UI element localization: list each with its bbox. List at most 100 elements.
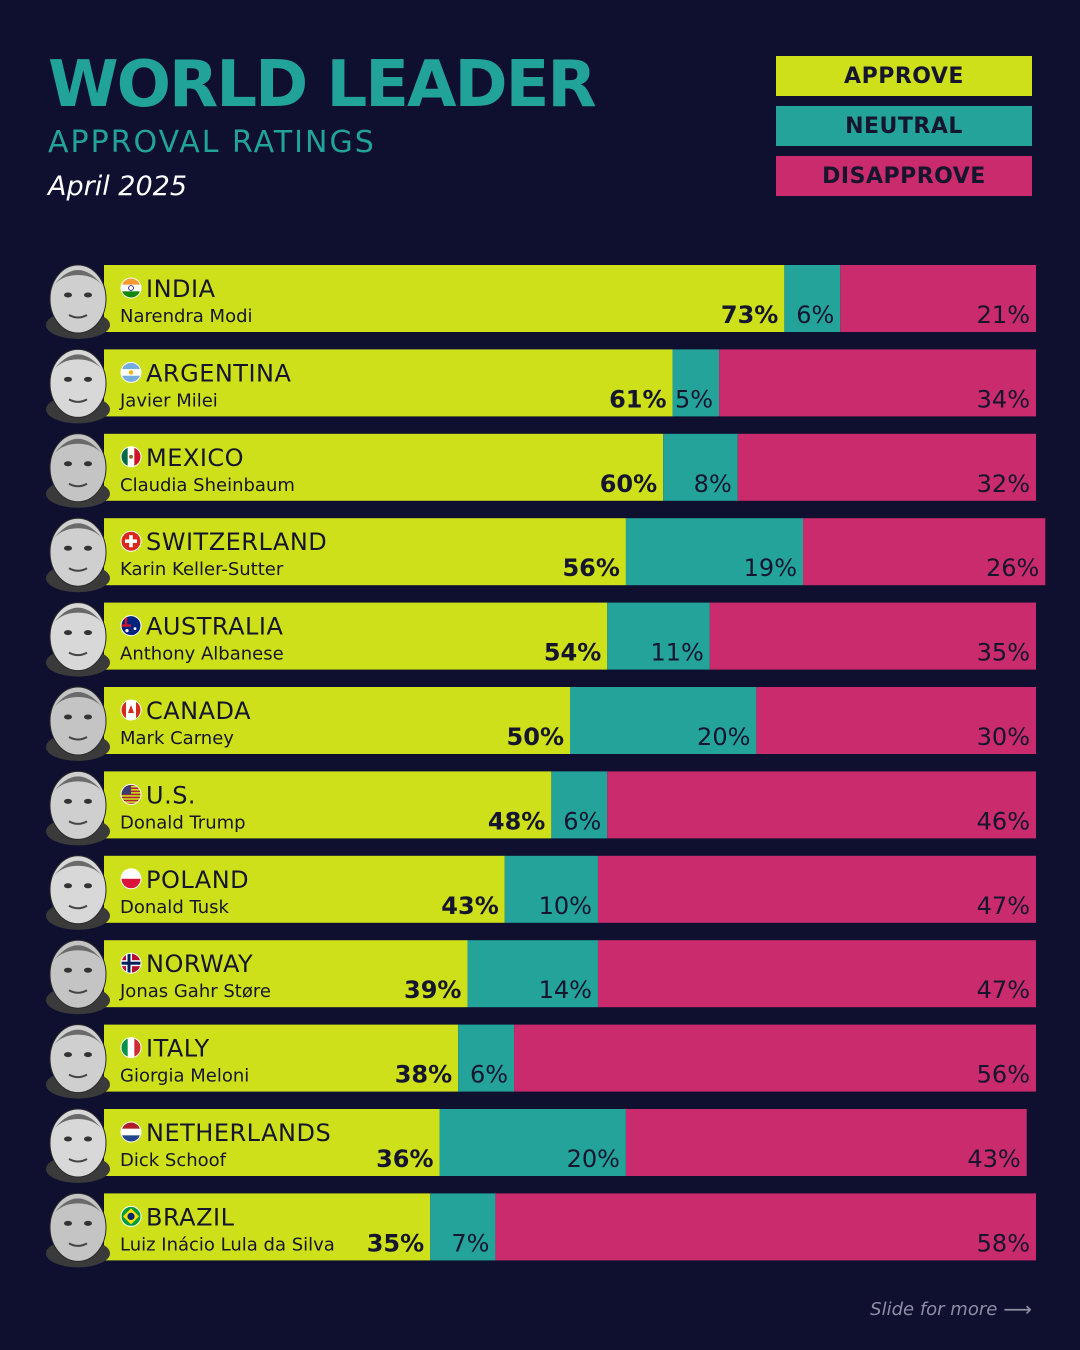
chart-row: 54% 11% 35% AUSTRALIA Anthony Albanese: [46, 602, 1036, 677]
poland-flag-icon: [120, 868, 142, 890]
netherlands-flag-icon: [120, 1121, 142, 1143]
data-label-disapprove: 43%: [967, 1145, 1020, 1173]
data-label-neutral: 11%: [650, 639, 703, 667]
chart-row: 38% 6% 56% ITALY Giorgia Meloni: [46, 1024, 1036, 1099]
australia-flag-icon: [120, 615, 142, 637]
leader-portrait: [46, 939, 110, 1015]
data-label-neutral: 6%: [796, 301, 834, 329]
leader-portrait: [46, 770, 110, 846]
leader-label: Javier Milei: [119, 390, 218, 411]
data-label-disapprove: 32%: [977, 470, 1030, 498]
bar-disapprove: [840, 265, 1036, 332]
bar-disapprove: [514, 1024, 1036, 1092]
bar-approve: [104, 433, 664, 501]
leader-label: Narendra Modi: [120, 306, 253, 327]
canada-flag-icon: [120, 699, 142, 721]
bar-approve: [104, 349, 673, 417]
switzerland-flag-icon: [120, 530, 142, 552]
bar-disapprove: [737, 433, 1036, 501]
data-label-disapprove: 34%: [977, 385, 1030, 413]
bar-disapprove: [756, 687, 1036, 754]
title-block: WORLD LEADER APPROVAL RATINGS April 2025: [48, 48, 597, 204]
chart-row: 36% 20% 43% NETHERLANDS Dick Schoof: [46, 1108, 1027, 1183]
data-label-neutral: 20%: [697, 723, 750, 751]
bar-neutral: [458, 1024, 515, 1092]
slide-for-more-link[interactable]: Slide for more ⟶: [870, 1297, 1032, 1321]
leader-portrait: [46, 264, 110, 339]
country-label: INDIA: [146, 275, 216, 303]
leader-portrait: [46, 1024, 110, 1099]
chart-row: 56% 19% 26% SWITZERLAND Karin Keller-Sutter: [46, 517, 1046, 593]
bar-approve: [104, 1109, 440, 1176]
data-label-neutral: 6%: [470, 1061, 508, 1089]
leader-label: Giorgia Meloni: [120, 1066, 249, 1087]
chart-row: 48% 6% 46% U.S. Donald Trump: [46, 770, 1036, 846]
data-label-disapprove: 30%: [977, 723, 1030, 751]
bar-disapprove: [709, 602, 1036, 670]
country-label: NORWAY: [146, 950, 253, 978]
bar-neutral: [439, 1109, 626, 1176]
leader-label: Dick Schoof: [120, 1150, 227, 1171]
country-label: NETHERLANDS: [146, 1119, 331, 1147]
country-label: POLAND: [146, 866, 249, 894]
chart-row: 60% 8% 32% MEXICO Claudia Sheinbaum: [46, 433, 1036, 508]
leader-portrait: [46, 686, 110, 761]
country-label: U.S.: [146, 781, 196, 809]
bar-approve: [104, 1193, 431, 1261]
bar-approve: [104, 687, 570, 754]
chart-subtitle: APPROVAL RATINGS: [48, 125, 376, 160]
chart-row: 39% 14% 47% NORWAY Jonas Gahr Støre: [46, 939, 1036, 1015]
data-label-disapprove: 47%: [977, 892, 1030, 920]
data-label-neutral: 19%: [744, 554, 797, 582]
country-label: ITALY: [146, 1035, 210, 1063]
leader-label: Karin Keller-Sutter: [120, 559, 284, 580]
leader-label: Donald Tusk: [120, 897, 230, 918]
country-label: AUSTRALIA: [146, 613, 283, 641]
data-label-approve: 50%: [507, 723, 564, 751]
bar-neutral: [467, 940, 598, 1008]
data-label-approve: 54%: [544, 639, 601, 667]
leader-portrait: [46, 602, 110, 677]
chart-row: 35% 7% 58% BRAZIL Luiz Inácio Lula da Silva: [46, 1192, 1036, 1268]
bar-neutral: [570, 687, 757, 754]
arrow-right-icon: ⟶: [1003, 1297, 1032, 1321]
bar-approve: [104, 265, 785, 332]
chart-title: WORLD LEADER: [48, 48, 597, 122]
bar-neutral: [784, 265, 841, 332]
country-label: MEXICO: [146, 444, 244, 472]
leader-portrait: [46, 348, 110, 424]
bar-neutral: [607, 602, 710, 670]
bar-disapprove: [607, 771, 1036, 839]
chart-row: 73% 6% 21% INDIA Narendra Modi: [46, 264, 1036, 339]
country-label: SWITZERLAND: [146, 528, 327, 556]
data-label-neutral: 20%: [567, 1145, 620, 1173]
leader-portrait: [46, 1108, 110, 1183]
data-label-approve: 39%: [404, 976, 461, 1004]
data-label-neutral: 14%: [539, 976, 592, 1004]
data-label-approve: 73%: [721, 301, 778, 329]
data-label-approve: 38%: [395, 1061, 452, 1089]
leader-label: Claudia Sheinbaum: [120, 475, 295, 496]
legend-neutral: NEUTRAL: [776, 106, 1032, 146]
data-label-disapprove: 46%: [977, 807, 1030, 835]
footer-text: Slide for more: [870, 1298, 998, 1320]
bar-disapprove: [597, 940, 1036, 1008]
data-label-approve: 56%: [562, 554, 619, 582]
data-label-approve: 35%: [367, 1229, 424, 1257]
data-label-neutral: 7%: [451, 1229, 489, 1257]
bar-approve: [104, 602, 608, 670]
data-label-approve: 43%: [441, 892, 498, 920]
bar-neutral: [625, 518, 803, 586]
data-label-disapprove: 56%: [977, 1061, 1030, 1089]
leader-portrait: [46, 1192, 110, 1268]
bar-disapprove: [597, 855, 1036, 923]
bar-approve: [104, 1024, 459, 1092]
bar-neutral: [551, 771, 608, 839]
data-label-disapprove: 21%: [977, 301, 1030, 329]
bar-neutral: [672, 349, 720, 417]
bar-disapprove: [625, 1109, 1027, 1176]
bar-approve: [104, 518, 626, 586]
data-label-neutral: 10%: [539, 892, 592, 920]
norway-flag-icon: [120, 952, 142, 974]
